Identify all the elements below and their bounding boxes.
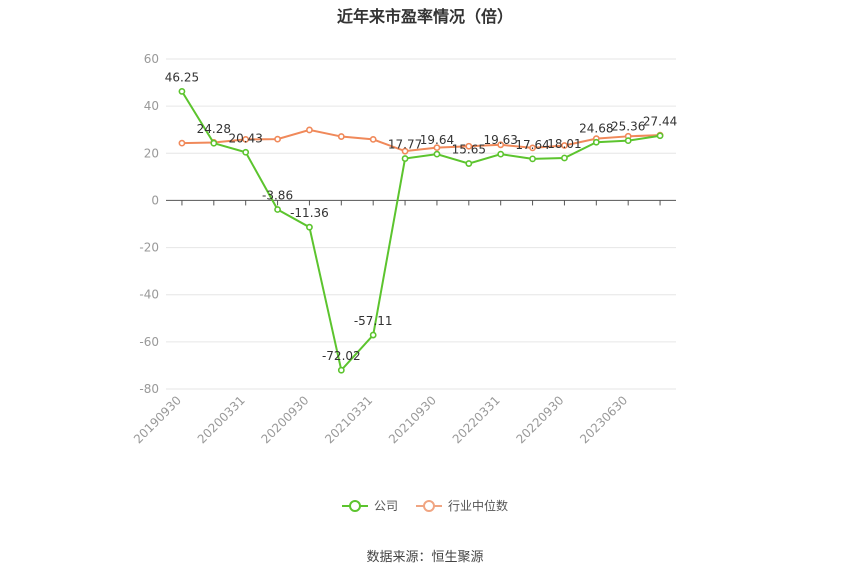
data-source: 数据来源：恒生聚源: [366, 550, 484, 565]
data-point: [242, 135, 250, 143]
y-tick-label: -20: [139, 241, 159, 255]
data-point: [178, 139, 186, 147]
y-tick-label: -80: [139, 382, 159, 396]
data-point: [306, 223, 313, 231]
data-label: 17.64: [515, 138, 549, 152]
data-point: [274, 206, 281, 213]
data-point: [210, 139, 218, 147]
data-label: -72.02: [322, 349, 361, 363]
legend-label-company: 公司: [373, 499, 398, 513]
legend-swatch-company: [341, 499, 368, 513]
data-label: -3.86: [262, 189, 293, 203]
data-label: 24.68: [579, 121, 613, 135]
data-point: [529, 155, 536, 163]
data-point: [369, 331, 377, 339]
data-label: 27.44: [643, 115, 677, 129]
legend-label-industry: 行业中位数: [448, 499, 509, 513]
data-label: 25.36: [611, 120, 645, 134]
series-lines: [178, 88, 664, 374]
chart-title: 近年来市盈率情况（倍）: [336, 7, 513, 26]
y-tick-label: 40: [144, 99, 159, 113]
y-tick-label: 0: [151, 193, 159, 207]
data-point: [337, 366, 345, 374]
x-tick-label: 20200331: [195, 393, 248, 446]
x-tick-label: 20220930: [513, 393, 566, 446]
x-tick-label: 20230630: [577, 393, 630, 446]
x-tick-label: 20210331: [322, 393, 375, 446]
data-point: [433, 144, 441, 152]
x-axis: 20190930 20200331 20200930 20210331 20210930…: [131, 199, 676, 446]
data-point: [561, 154, 568, 162]
data-point: [337, 133, 345, 140]
data-label: 19.63: [484, 133, 518, 147]
x-tick-label: 20190930: [131, 393, 184, 446]
x-tick-label: 20200930: [258, 393, 311, 446]
legend-item-industry[interactable]: 行业中位数: [416, 497, 508, 514]
y-tick-label: 20: [144, 146, 159, 160]
data-label: 19.64: [420, 133, 454, 147]
data-point: [561, 142, 568, 149]
y-tick-label: -40: [139, 288, 159, 302]
data-label: 15.65: [452, 143, 486, 157]
data-point: [465, 160, 473, 167]
legend-item-company[interactable]: 公司: [341, 497, 398, 514]
data-label: -11.36: [290, 206, 329, 220]
data-point: [624, 137, 632, 145]
data-point: [401, 155, 409, 162]
y-axis-ticks: 60 40 20 0 -20 -40 -60 -80: [139, 52, 159, 396]
data-point: [433, 150, 441, 158]
data-label: 18.01: [547, 137, 581, 151]
data-point: [592, 138, 600, 146]
series-line: [181, 128, 661, 153]
data-point: [274, 135, 281, 143]
line-chart: 60 40 20 0 -20 -40 -60 -80 20190930 20200331 2020…: [131, 52, 677, 446]
data-label: 24.28: [197, 122, 231, 136]
data-point: [401, 147, 409, 155]
data-label: 20.43: [229, 131, 263, 145]
legend-swatch-industry: [416, 499, 442, 513]
data-point: [656, 132, 664, 140]
data-point: [369, 135, 377, 143]
y-tick-label: 60: [144, 52, 159, 66]
data-point: [178, 88, 186, 95]
legend: 公司 行业中位数: [0, 497, 850, 514]
data-point: [242, 148, 250, 156]
series-line: [181, 90, 661, 373]
data-label: -57.11: [354, 314, 393, 328]
x-tick-label: 20220331: [450, 393, 503, 446]
gridlines: [166, 58, 676, 390]
data-point: [529, 144, 536, 152]
data-point: [497, 150, 505, 158]
data-point: [306, 126, 313, 134]
data-point: [497, 141, 505, 149]
data-label: 17.77: [388, 138, 422, 152]
y-tick-label: -60: [139, 335, 159, 349]
data-label: 46.25: [165, 70, 199, 84]
x-tick-label: 20210930: [386, 393, 439, 446]
data-point: [465, 142, 473, 150]
